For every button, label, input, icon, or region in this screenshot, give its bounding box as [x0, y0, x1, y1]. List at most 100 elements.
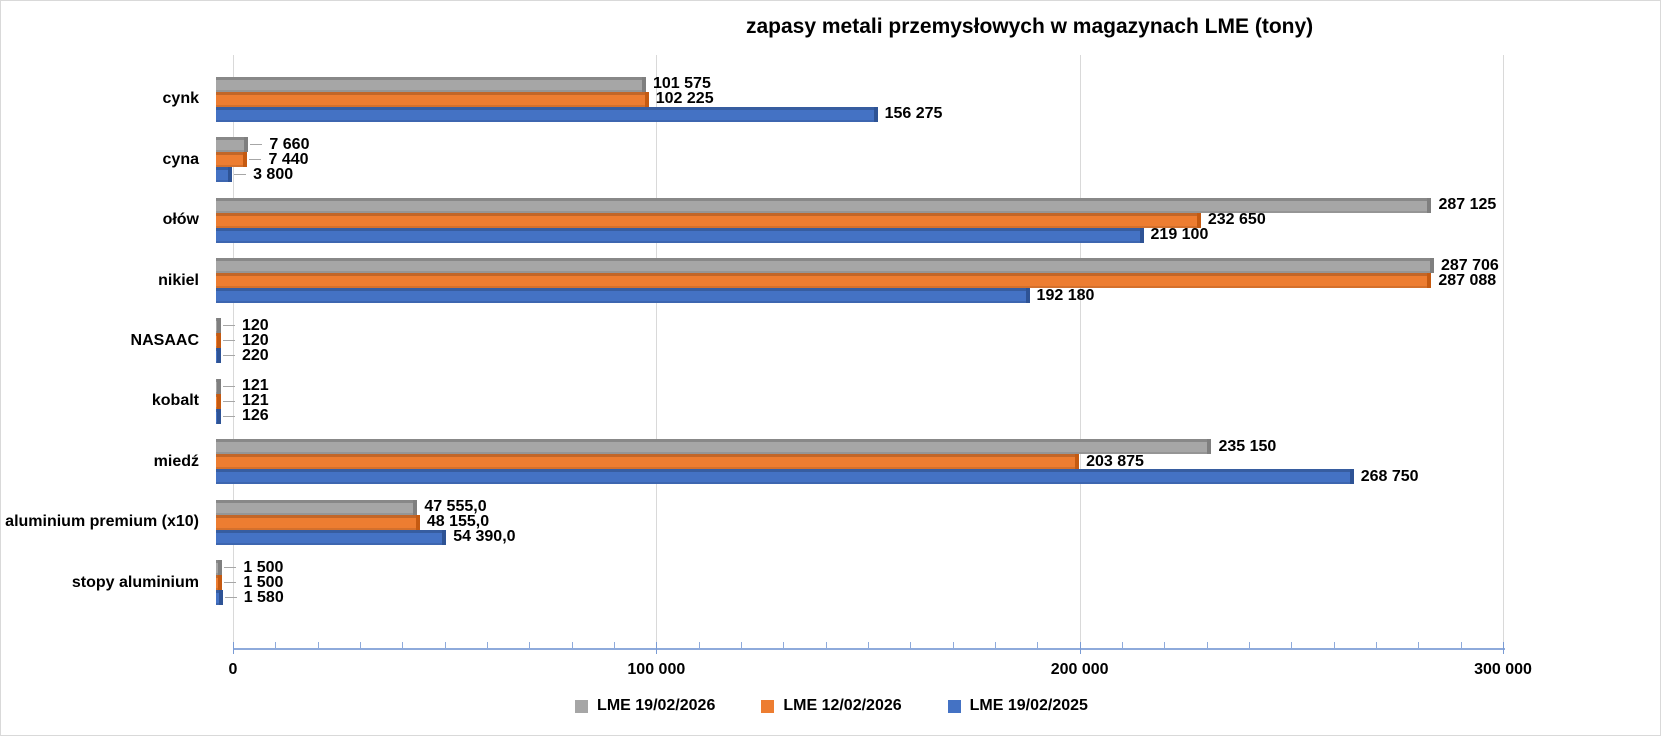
bar-end-cap: [413, 499, 418, 515]
bar-value-label: 120: [242, 331, 269, 349]
category-label: ołów: [162, 211, 199, 229]
axis-minor-tick: [910, 642, 912, 650]
bar-value-label: 102 225: [655, 90, 714, 108]
x-tick-label: 200 000: [1050, 661, 1109, 678]
bar-line: 1 500: [216, 573, 1660, 591]
label-leader-line: [223, 385, 235, 387]
bar-end-cap: [1349, 469, 1354, 485]
bar-end-cap: [244, 137, 249, 153]
bar-value-label: 220: [242, 346, 269, 364]
bar-line: 287 706: [216, 257, 1660, 274]
bar-value-label: 203 875: [1086, 452, 1144, 470]
axis-minor-tick: [444, 642, 446, 650]
bar-value-label: 7 440: [268, 150, 309, 168]
gridlines-layer: [233, 55, 1505, 649]
label-leader-line: [250, 144, 263, 146]
bar-end-cap: [1427, 273, 1432, 289]
axis-minor-tick: [698, 642, 700, 650]
bar-value-label: 47 555,0: [424, 498, 487, 516]
bar: [216, 318, 221, 334]
bars-group: 101 575 102 225 156 275: [216, 75, 1660, 123]
axis-minor-tick: [1249, 642, 1250, 650]
bar-value-label: 268 750: [1360, 467, 1419, 485]
bar-value-label: 287 088: [1438, 271, 1497, 289]
bar-line: 102 225: [216, 90, 1660, 108]
bar-value-label: 1 500: [243, 558, 284, 576]
label-leader-line: [234, 174, 247, 176]
bar-line: 1 580: [216, 588, 1660, 606]
bar-value-label: 1 500: [243, 573, 284, 591]
axis-minor-tick: [1122, 642, 1123, 650]
legend-item: LME 12/02/2026: [761, 697, 902, 715]
axis-minor-tick: [868, 642, 869, 650]
axis-minor-tick: [402, 642, 404, 650]
x-tick-label: 0: [228, 661, 238, 678]
category-row: nikiel 287 706 287 088 192 180: [1, 250, 1660, 310]
bar-value-label: 48 155,0: [426, 513, 490, 531]
x-tick-label: 300 000: [1474, 661, 1532, 678]
bar: [216, 499, 418, 515]
bar: [216, 258, 1434, 274]
bar: [216, 212, 1201, 228]
axis-major-tick: [233, 642, 234, 654]
legend-label: LME 12/02/2026: [783, 697, 902, 714]
legend-swatch: [761, 699, 775, 713]
bar-line: 48 155,0: [216, 513, 1660, 531]
x-tick-label: 100 000: [627, 661, 686, 678]
label-leader-line: [249, 159, 262, 161]
bar: [216, 393, 221, 409]
category-row: ołów 287 125 232 650 219 100: [1, 190, 1660, 250]
bars-group: 235 150 203 875 268 750: [216, 437, 1660, 485]
bar-line: 192 180: [216, 287, 1660, 304]
axis-minor-tick: [783, 642, 785, 650]
bar-end-cap: [1025, 288, 1030, 304]
axis-major-tick: [656, 642, 658, 654]
bar-value-label: 156 275: [884, 105, 943, 123]
category-label: NASAAC: [130, 331, 199, 349]
bar-end-cap: [1075, 454, 1080, 470]
bar-end-cap: [642, 76, 646, 92]
bar: [216, 439, 1212, 455]
gridline: [233, 55, 234, 649]
bar-value-label: 235 150: [1218, 437, 1277, 455]
category-label: kobalt: [151, 392, 199, 410]
bar-end-cap: [217, 408, 221, 424]
bars-group: 287 125 232 650 219 100: [216, 196, 1660, 244]
bar-line: 203 875: [216, 452, 1660, 470]
bar: [216, 408, 221, 424]
bar-end-cap: [1196, 212, 1201, 228]
category-row: cyna 7 660 7 440 3 800: [1, 129, 1660, 189]
bar-line: 7 660: [216, 136, 1660, 153]
label-leader-line: [223, 325, 235, 327]
bar-value-label: 219 100: [1150, 226, 1209, 244]
category-label: miedź: [153, 452, 199, 470]
chart-title: zapasy metali przemysłowych w magazynach…: [745, 15, 1314, 38]
category-label: cynk: [162, 90, 199, 108]
bar-line: 268 750: [216, 467, 1660, 485]
bars-group: 7 660 7 440 3 800: [216, 136, 1660, 183]
bar: [216, 152, 248, 168]
bar: [216, 333, 221, 349]
bar-end-cap: [217, 318, 221, 334]
axis-minor-tick: [571, 642, 573, 650]
axis-minor-tick: [1164, 642, 1166, 650]
bar-line: 120: [216, 317, 1660, 334]
axis-minor-tick: [614, 642, 615, 650]
bar: [216, 529, 447, 545]
category-row: miedź 235 150 203 875 268 750: [1, 432, 1660, 492]
bar-line: 121: [216, 392, 1660, 409]
label-leader-line: [223, 355, 235, 357]
bar-line: 126: [216, 407, 1660, 424]
bar-value-label: 121: [242, 377, 269, 395]
bar-line: 54 390,0: [216, 528, 1660, 545]
bar-line: 3 800: [216, 166, 1660, 183]
bar-end-cap: [217, 333, 221, 349]
bar: [216, 137, 249, 153]
axis-minor-tick: [1418, 642, 1420, 650]
x-axis-labels: 0 100 000 200 000 300 000: [229, 661, 1532, 683]
bar-value-label: 1 580: [243, 588, 284, 606]
axis-minor-tick: [1333, 642, 1335, 650]
bar-value-label: 101 575: [653, 75, 711, 93]
bar-line: 287 125: [216, 196, 1660, 213]
axis-minor-tick: [1460, 642, 1462, 650]
